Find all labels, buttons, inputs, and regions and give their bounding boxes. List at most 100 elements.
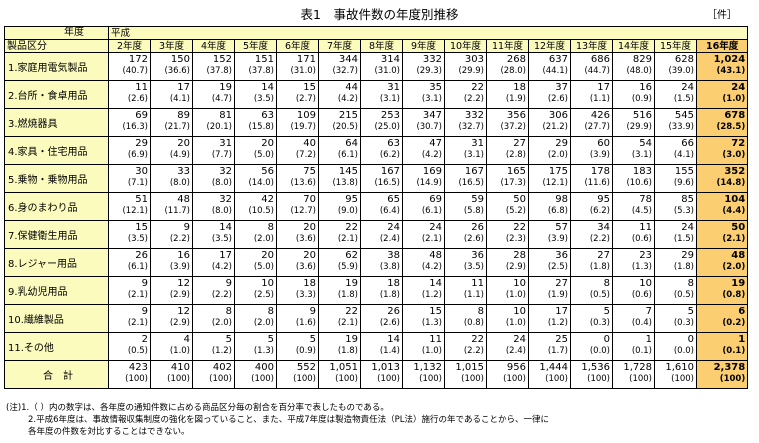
count-value: 95 [345, 194, 358, 205]
category-label: 11.その他 [4, 332, 109, 361]
count-value: 545 [674, 110, 694, 121]
count-value: 24 [681, 82, 694, 93]
data-cell: 104 (4.4) [695, 192, 749, 221]
count-value: 352 [724, 166, 746, 177]
data-cell: 20 (3.6) [276, 248, 319, 277]
count-value: 167 [464, 166, 484, 177]
count-value: 183 [632, 166, 652, 177]
percent-value: (100) [545, 374, 568, 384]
percent-value: (100) [377, 374, 400, 384]
count-value: 1 [738, 334, 746, 345]
count-value: 5 [309, 334, 316, 345]
data-cell: 1,051 (100) [318, 360, 361, 389]
data-cell: 183 (10.6) [612, 164, 655, 193]
data-cell: 9 (2.1) [108, 304, 151, 333]
percent-value: (1.3) [253, 346, 274, 356]
percent-value: (1.8) [379, 290, 400, 300]
percent-value: (5.0) [253, 262, 274, 272]
data-cell: 1,610 (100) [654, 360, 697, 389]
data-cell: 48 (11.7) [150, 192, 193, 221]
percent-value: (2.6) [127, 94, 148, 104]
data-cell: 0 (0.0) [654, 332, 697, 361]
count-value: 72 [731, 138, 746, 149]
data-cell: 5 (0.3) [570, 304, 613, 333]
note-3: 各年度の件数を対比することはできない。 [28, 427, 190, 437]
data-cell: 26 (6.1) [108, 248, 151, 277]
data-cell: 44 (4.2) [318, 80, 361, 109]
percent-value: (0.3) [673, 318, 694, 328]
percent-value: (0.6) [631, 290, 652, 300]
data-cell: 10 (1.0) [486, 276, 529, 305]
data-cell: 8 (0.8) [444, 304, 487, 333]
percent-value: (2.5) [547, 262, 568, 272]
count-value: 9 [141, 278, 148, 289]
data-cell: 40 (7.2) [276, 136, 319, 165]
percent-value: (3.1) [463, 150, 484, 160]
data-cell: 72 (3.0) [695, 136, 749, 165]
count-value: 36 [555, 250, 568, 261]
table-row: 9.乳幼児用品 9 (2.1) 12 (2.9) 9 (2.2) 10 (2.5) 18 (3.3)… [4, 276, 749, 305]
count-value: 48 [731, 250, 746, 261]
count-value: 410 [170, 362, 190, 373]
data-cell: 17 (1.2) [528, 304, 571, 333]
count-value: 18 [303, 278, 316, 289]
table-row: 6.身のまわり品 51 (12.1) 48 (11.7) 32 (8.0) 42 (10.5) 7… [4, 192, 749, 221]
count-value: 829 [632, 54, 652, 65]
data-cell: 29 (2.0) [528, 136, 571, 165]
data-cell: 1,536 (100) [570, 360, 613, 389]
data-cell: 42 (10.5) [234, 192, 277, 221]
year-header: 8年度 [360, 39, 403, 53]
data-cell: 1 (0.1) [612, 332, 655, 361]
percent-value: (2.1) [127, 318, 148, 328]
percent-value: (16.3) [122, 122, 148, 132]
data-cell: 10 (2.5) [234, 276, 277, 305]
count-value: 47 [429, 138, 442, 149]
count-value: 145 [338, 166, 358, 177]
count-value: 2,378 [713, 362, 746, 373]
percent-value: (6.4) [379, 206, 400, 216]
year-header: 2年度 [108, 39, 151, 53]
count-value: 8 [267, 306, 274, 317]
count-value: 104 [724, 194, 746, 205]
count-value: 347 [422, 110, 442, 121]
count-value: 23 [639, 250, 652, 261]
data-cell: 8 (2.0) [234, 220, 277, 249]
count-value: 65 [387, 194, 400, 205]
data-cell: 22 (2.1) [318, 220, 361, 249]
count-value: 6 [738, 306, 746, 317]
count-value: 356 [506, 110, 526, 121]
year-header: 15年度 [654, 39, 697, 53]
percent-value: (2.4) [379, 234, 400, 244]
count-value: 70 [303, 194, 316, 205]
data-cell: 16 (3.9) [150, 248, 193, 277]
count-value: 31 [387, 82, 400, 93]
unit-label: ［件］ [707, 10, 737, 21]
data-cell: 178 (11.6) [570, 164, 613, 193]
data-cell: 19 (1.8) [318, 332, 361, 361]
data-cell: 24 (1.0) [695, 80, 749, 109]
count-value: 171 [296, 54, 316, 65]
data-cell: 552 (100) [276, 360, 319, 389]
category-label: 10.繊維製品 [4, 304, 109, 333]
count-value: 20 [177, 138, 190, 149]
count-value: 314 [380, 54, 400, 65]
count-value: 20 [303, 250, 316, 261]
percent-value: (0.0) [673, 346, 694, 356]
data-cell: 303 (29.9) [444, 52, 487, 81]
percent-value: (2.7) [295, 94, 316, 104]
footnotes: (注)1.（ ）内の数字は、各年度の通知件数に占める商品区分毎の割合を百分率で表… [6, 402, 549, 438]
count-value: 686 [590, 54, 610, 65]
data-cell: 678 (28.5) [695, 108, 749, 137]
count-value: 155 [674, 166, 694, 177]
data-cell: 25 (1.7) [528, 332, 571, 361]
data-cell: 167 (16.5) [360, 164, 403, 193]
count-value: 9 [309, 306, 316, 317]
data-cell: 30 (7.1) [108, 164, 151, 193]
percent-value: (100) [629, 374, 652, 384]
table-row: 5.乗物・乗物用品 30 (7.1) 33 (8.0) 32 (8.0) 56 (14.0) 75… [4, 164, 749, 193]
data-cell: 50 (5.2) [486, 192, 529, 221]
total-label: 合 計 [4, 360, 109, 389]
count-value: 75 [303, 166, 316, 177]
count-value: 89 [177, 110, 190, 121]
count-value: 14 [429, 278, 442, 289]
